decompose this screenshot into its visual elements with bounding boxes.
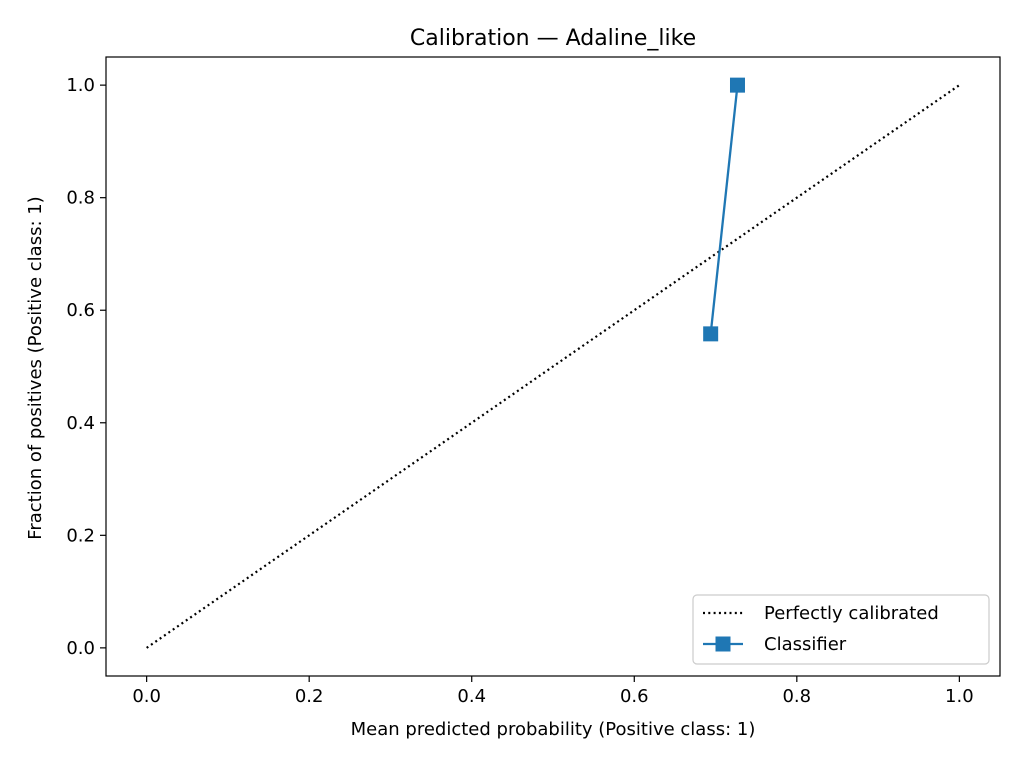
- y-tick-label: 0.4: [66, 413, 95, 434]
- x-tick-label: 0.2: [295, 686, 324, 707]
- y-tick-label: 0.0: [66, 638, 95, 659]
- x-axis-ticks: 0.0 0.2 0.4 0.6 0.8 1.0: [132, 676, 974, 707]
- y-tick-label: 0.6: [66, 300, 95, 321]
- legend-marker: [715, 636, 731, 652]
- y-tick-label: 0.8: [66, 188, 95, 209]
- series-layer: [146, 77, 960, 649]
- y-axis-label: Fraction of positives (Positive class: 1…: [25, 196, 46, 539]
- x-tick-label: 1.0: [945, 686, 974, 707]
- x-axis-label: Mean predicted probability (Positive cla…: [351, 719, 756, 740]
- data-point: [703, 326, 719, 342]
- y-axis-ticks: 0.0 0.2 0.4 0.6 0.8 1.0: [66, 75, 106, 659]
- y-tick-label: 1.0: [66, 75, 95, 96]
- legend: Perfectly calibrated Classifier: [692, 594, 990, 665]
- legend-label: Perfectly calibrated: [764, 603, 939, 624]
- x-tick-label: 0.0: [132, 686, 161, 707]
- legend-label: Classifier: [764, 634, 847, 655]
- x-tick-label: 0.4: [457, 686, 486, 707]
- x-tick-label: 0.8: [782, 686, 811, 707]
- x-tick-label: 0.6: [620, 686, 649, 707]
- series-classifier: [703, 77, 745, 342]
- series-line: [709, 85, 739, 334]
- legend-box: [692, 594, 990, 665]
- data-point: [729, 77, 745, 93]
- series-line: [146, 84, 960, 649]
- series-perfectly-calibrated: [146, 84, 960, 649]
- y-tick-label: 0.2: [66, 525, 95, 546]
- chart-title: Calibration — Adaline_like: [410, 26, 696, 51]
